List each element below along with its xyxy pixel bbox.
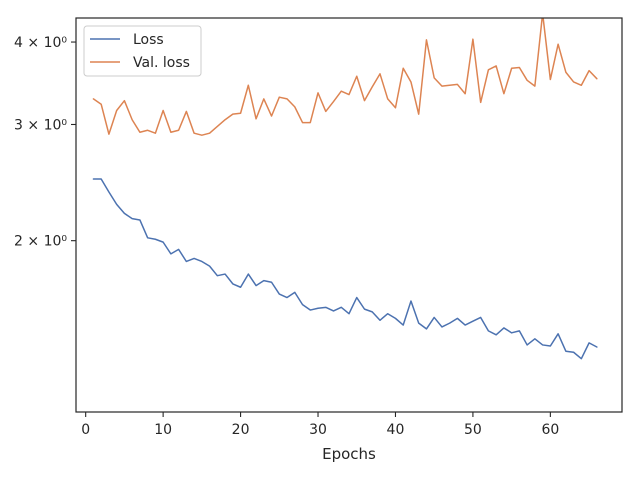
- y-axis: 2 × 10⁰ 3 × 10⁰ 4 × 10⁰: [14, 35, 76, 250]
- x-axis-title: Epochs: [322, 445, 376, 463]
- x-tick-label: 60: [541, 422, 559, 438]
- series-line-1: [92, 18, 598, 136]
- x-tick-label: 10: [154, 422, 172, 438]
- plot-area: [75, 17, 623, 413]
- x-tick-label: 40: [387, 422, 405, 438]
- y-tick-label: 2 × 10⁰: [14, 234, 67, 250]
- legend: Loss Val. loss: [83, 25, 202, 77]
- legend-label-1: Val. loss: [133, 55, 190, 71]
- legend-label-0: Loss: [133, 32, 164, 48]
- series-line-0: [92, 178, 598, 360]
- x-axis: 0 10 20 30 40 50 60: [81, 412, 559, 438]
- x-tick-label: 20: [232, 422, 250, 438]
- plot-frame: [75, 17, 623, 413]
- x-tick-label: 50: [464, 422, 482, 438]
- y-tick-label: 3 × 10⁰: [14, 117, 67, 133]
- x-tick-label: 30: [309, 422, 327, 438]
- y-tick-label: 4 × 10⁰: [14, 35, 67, 51]
- x-tick-label: 0: [81, 422, 90, 438]
